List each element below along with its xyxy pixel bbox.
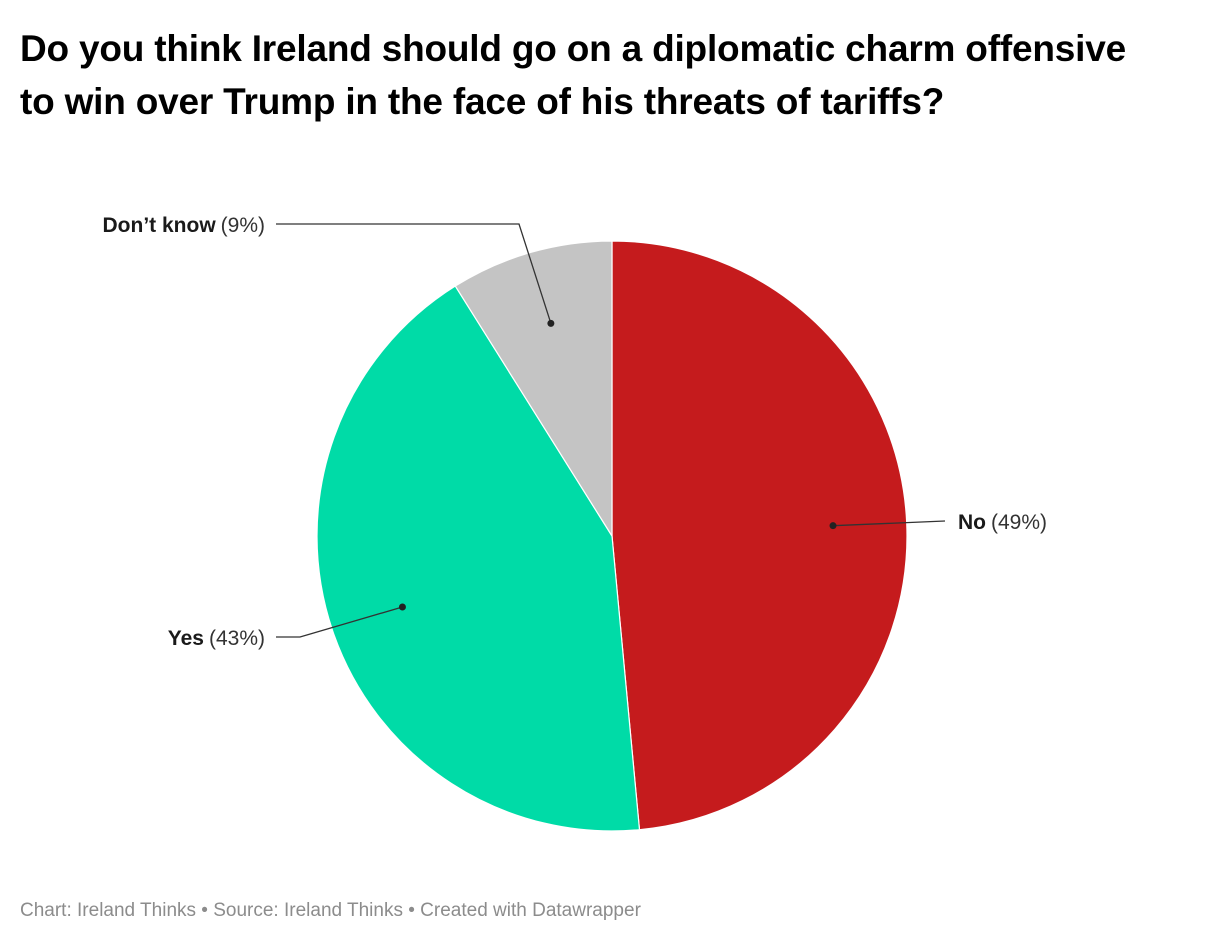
callout-line-no xyxy=(832,520,946,527)
chart-title: Do you think Ireland should go on a dipl… xyxy=(20,28,1126,122)
pie-slices xyxy=(316,240,908,832)
callout-dot-yes xyxy=(398,603,406,611)
chart-footer: Chart: Ireland Thinks • Source: Ireland … xyxy=(20,900,641,921)
callout-dot-no xyxy=(829,522,837,530)
callout-line-yes xyxy=(276,606,403,638)
slice-label-yes: Yes (43%) xyxy=(168,627,265,650)
pie-callouts xyxy=(276,223,946,638)
callout-line-don-t-know xyxy=(276,223,552,324)
pie-slice-no xyxy=(611,240,908,831)
slice-label-dont-know: Don’t know (9%) xyxy=(103,214,266,237)
slice-label-yes-percent: (43%) xyxy=(209,627,265,650)
slice-label-dont-know-percent: (9%) xyxy=(221,214,265,237)
pie-slice-don-t-know xyxy=(454,240,613,539)
slice-label-no: No (49%) xyxy=(958,511,1047,534)
slice-label-yes-name: Yes xyxy=(168,627,204,650)
pie-slice-yes xyxy=(316,285,641,832)
slice-label-dont-know-name: Don’t know xyxy=(103,214,217,237)
slice-label-no-percent: (49%) xyxy=(991,511,1047,534)
slice-label-no-name: No xyxy=(958,511,986,534)
callout-dot-don-t-know xyxy=(547,319,555,327)
